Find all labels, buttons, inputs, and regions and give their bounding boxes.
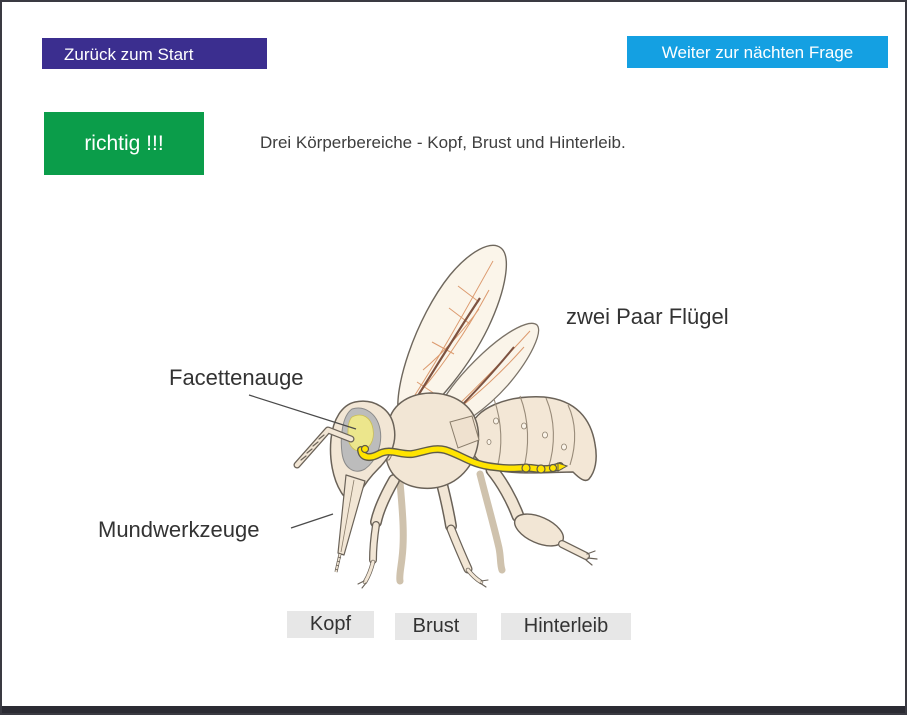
bee-wing-veins [402,260,494,414]
bee-antenna [293,426,355,469]
bee-head [329,400,396,500]
bee-spiracles [486,417,567,451]
bee-mouthparts [334,474,366,573]
compound-eye-label: Facettenauge [169,365,304,390]
bee-middle-leg [436,478,489,588]
bottom-bar [2,706,905,713]
body-part-chip-kopf[interactable]: Kopf [287,611,374,638]
mouthparts-leader-line [290,513,334,529]
body-part-chip-hinterleib[interactable]: Hinterleib [501,613,631,640]
bee-forewing [397,244,515,426]
bee-wing-bases [405,403,447,432]
body-part-chip-brust[interactable]: Brust [395,613,477,640]
eye-leader-line [248,394,357,430]
result-badge: richtig !!! [44,112,204,175]
bee-nerve-cord [357,444,569,474]
bee-front-leg [357,474,400,589]
bee-abdomen [468,395,597,482]
back-to-start-button[interactable]: Zurück zum Start [42,38,267,69]
bee-hindwing [434,322,540,432]
bee-compound-eye [340,407,382,472]
wings-label: zwei Paar Flügel [566,304,729,329]
bee-far-legs [396,470,506,585]
explanation-text: Drei Körperbereiche - Kopf, Brust und Hi… [260,133,626,152]
next-question-button[interactable]: Weiter zur nächten Frage [627,36,888,68]
bee-eye-highlight [347,414,374,452]
bee-hind-leg [485,463,598,566]
bee-thorax [374,392,480,490]
mouthparts-label: Mundwerkzeuge [98,517,260,542]
